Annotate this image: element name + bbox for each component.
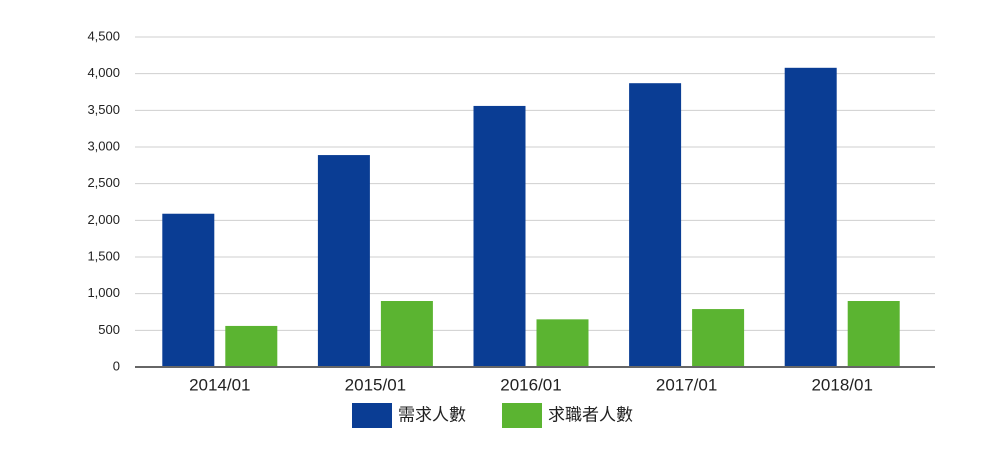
y-tick-label: 2,500 [87, 175, 120, 190]
bar [317, 155, 370, 367]
bar [162, 213, 215, 367]
x-tick-label: 2018/01 [811, 375, 872, 394]
bar [380, 301, 433, 367]
y-tick-label: 2,000 [87, 212, 120, 227]
y-tick-label: 1,000 [87, 285, 120, 300]
bar [847, 301, 900, 367]
x-tick-label: 2017/01 [656, 375, 717, 394]
bar [692, 309, 745, 367]
y-tick-label: 0 [113, 358, 120, 373]
x-tick-label: 2016/01 [500, 375, 561, 394]
y-tick-label: 1,500 [87, 248, 120, 263]
y-tick-label: 4,000 [87, 65, 120, 80]
legend-label: 需求人數 [398, 405, 466, 424]
y-tick-label: 3,000 [87, 138, 120, 153]
bar [473, 105, 526, 367]
legend-swatch [352, 403, 392, 428]
legend-swatch [502, 403, 542, 428]
bar [784, 67, 837, 368]
legend-label: 求職者人數 [548, 405, 633, 424]
y-tick-label: 3,500 [87, 102, 120, 117]
bar [629, 83, 682, 367]
bar [225, 325, 278, 367]
x-tick-label: 2014/01 [189, 375, 250, 394]
y-tick-label: 500 [98, 322, 120, 337]
x-tick-label: 2015/01 [345, 375, 406, 394]
bar [536, 319, 589, 367]
y-tick-label: 4,500 [87, 28, 120, 43]
